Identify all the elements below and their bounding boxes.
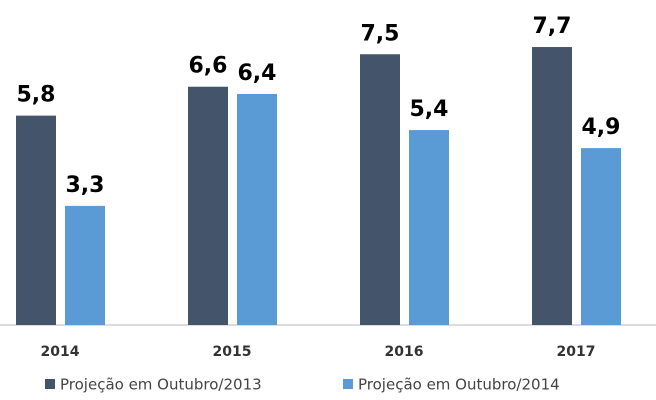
bar — [409, 130, 449, 325]
bar — [360, 54, 400, 325]
value-label: 6,4 — [238, 61, 277, 86]
bar — [532, 47, 572, 325]
x-tick-label: 2016 — [385, 344, 424, 360]
x-tick-label: 2014 — [41, 344, 80, 360]
bar — [581, 148, 621, 325]
bar — [237, 93, 277, 326]
value-label: 4,9 — [582, 115, 621, 140]
x-tick-label: 2017 — [557, 344, 596, 360]
legend-label: Projeção em Outubro/2014 — [358, 376, 560, 394]
bar — [65, 205, 105, 325]
value-label: 5,4 — [410, 97, 449, 122]
legend-swatch — [45, 379, 55, 389]
value-label: 6,6 — [189, 54, 228, 79]
value-label: 7,7 — [533, 14, 572, 39]
value-label: 3,3 — [66, 173, 105, 198]
value-label: 7,5 — [361, 21, 400, 46]
value-label: 5,8 — [17, 83, 56, 108]
bar — [16, 115, 56, 326]
legend-label: Projeção em Outubro/2013 — [60, 376, 262, 394]
x-tick-label: 2015 — [213, 344, 252, 360]
bar — [188, 86, 228, 326]
legend-swatch — [343, 379, 353, 389]
